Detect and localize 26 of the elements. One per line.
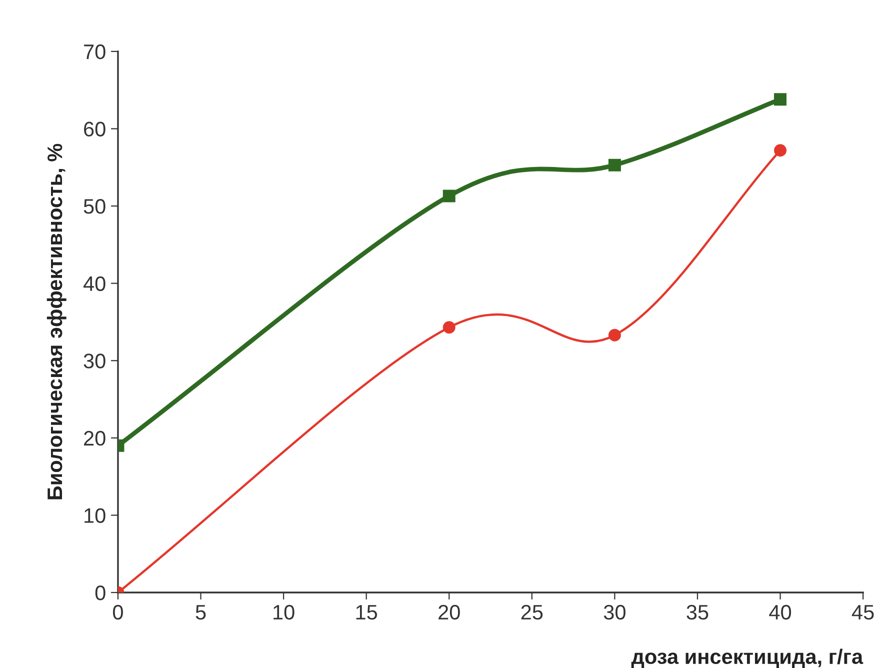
point bbox=[774, 93, 787, 106]
y-axis-title: Биологическая эффективность, % bbox=[46, 144, 66, 500]
y-tick-label: 60 bbox=[84, 122, 106, 136]
x-tick-label: 15 bbox=[356, 605, 378, 620]
x-tick-label: 40 bbox=[769, 604, 792, 620]
x-tick-label: 10 bbox=[274, 604, 294, 620]
point bbox=[608, 158, 621, 172]
y-tick-label: 70 bbox=[84, 44, 106, 60]
y-tick-label: 40 bbox=[83, 276, 106, 292]
x-axis-title: доза инсектицида, г/га bbox=[631, 648, 864, 668]
x-tick-label: 45 bbox=[852, 605, 874, 620]
point bbox=[442, 190, 456, 202]
y-tick-label: 0 bbox=[95, 586, 106, 600]
x-tick-label: 35 bbox=[686, 604, 708, 620]
point bbox=[608, 328, 621, 342]
point bbox=[442, 321, 456, 334]
x-tick-label: 30 bbox=[604, 604, 626, 620]
y-tick-label: 10 bbox=[84, 508, 106, 523]
y-tick-label: 50 bbox=[84, 199, 106, 214]
x-tick-label: 25 bbox=[521, 604, 543, 620]
x-tick-label: 5 bbox=[196, 605, 206, 620]
y-tick-label: 20 bbox=[84, 430, 106, 446]
y-tick-label: 30 bbox=[84, 354, 106, 368]
x-tick-label: 20 bbox=[438, 604, 460, 620]
x-tick-label: 0 bbox=[112, 604, 123, 620]
point bbox=[774, 144, 787, 157]
